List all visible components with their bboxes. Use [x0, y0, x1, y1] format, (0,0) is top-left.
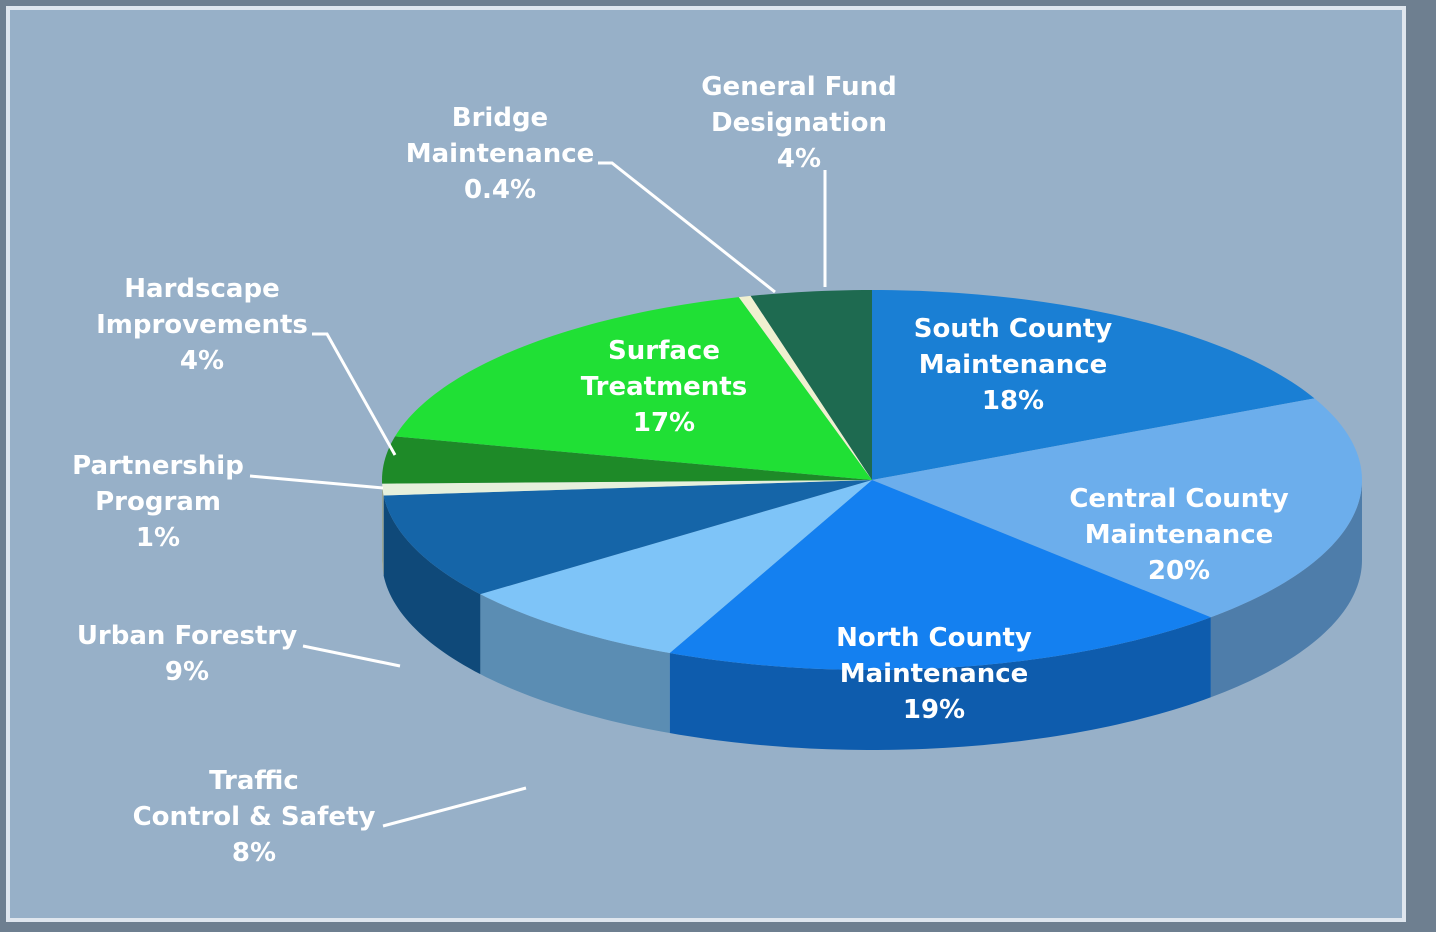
value-label: 8% — [232, 838, 276, 868]
value-label: 9% — [165, 657, 209, 687]
value-label: 1% — [136, 523, 180, 553]
value-label: 20% — [1148, 556, 1210, 586]
value-label: 19% — [903, 695, 965, 725]
value-label: 4% — [777, 144, 821, 174]
slice-label: Urban Forestry — [77, 621, 297, 651]
value-label: 4% — [180, 346, 224, 376]
value-label: 0.4% — [464, 175, 536, 205]
value-label: 18% — [982, 386, 1044, 416]
value-label: 17% — [633, 408, 695, 438]
slice-side — [382, 484, 384, 576]
